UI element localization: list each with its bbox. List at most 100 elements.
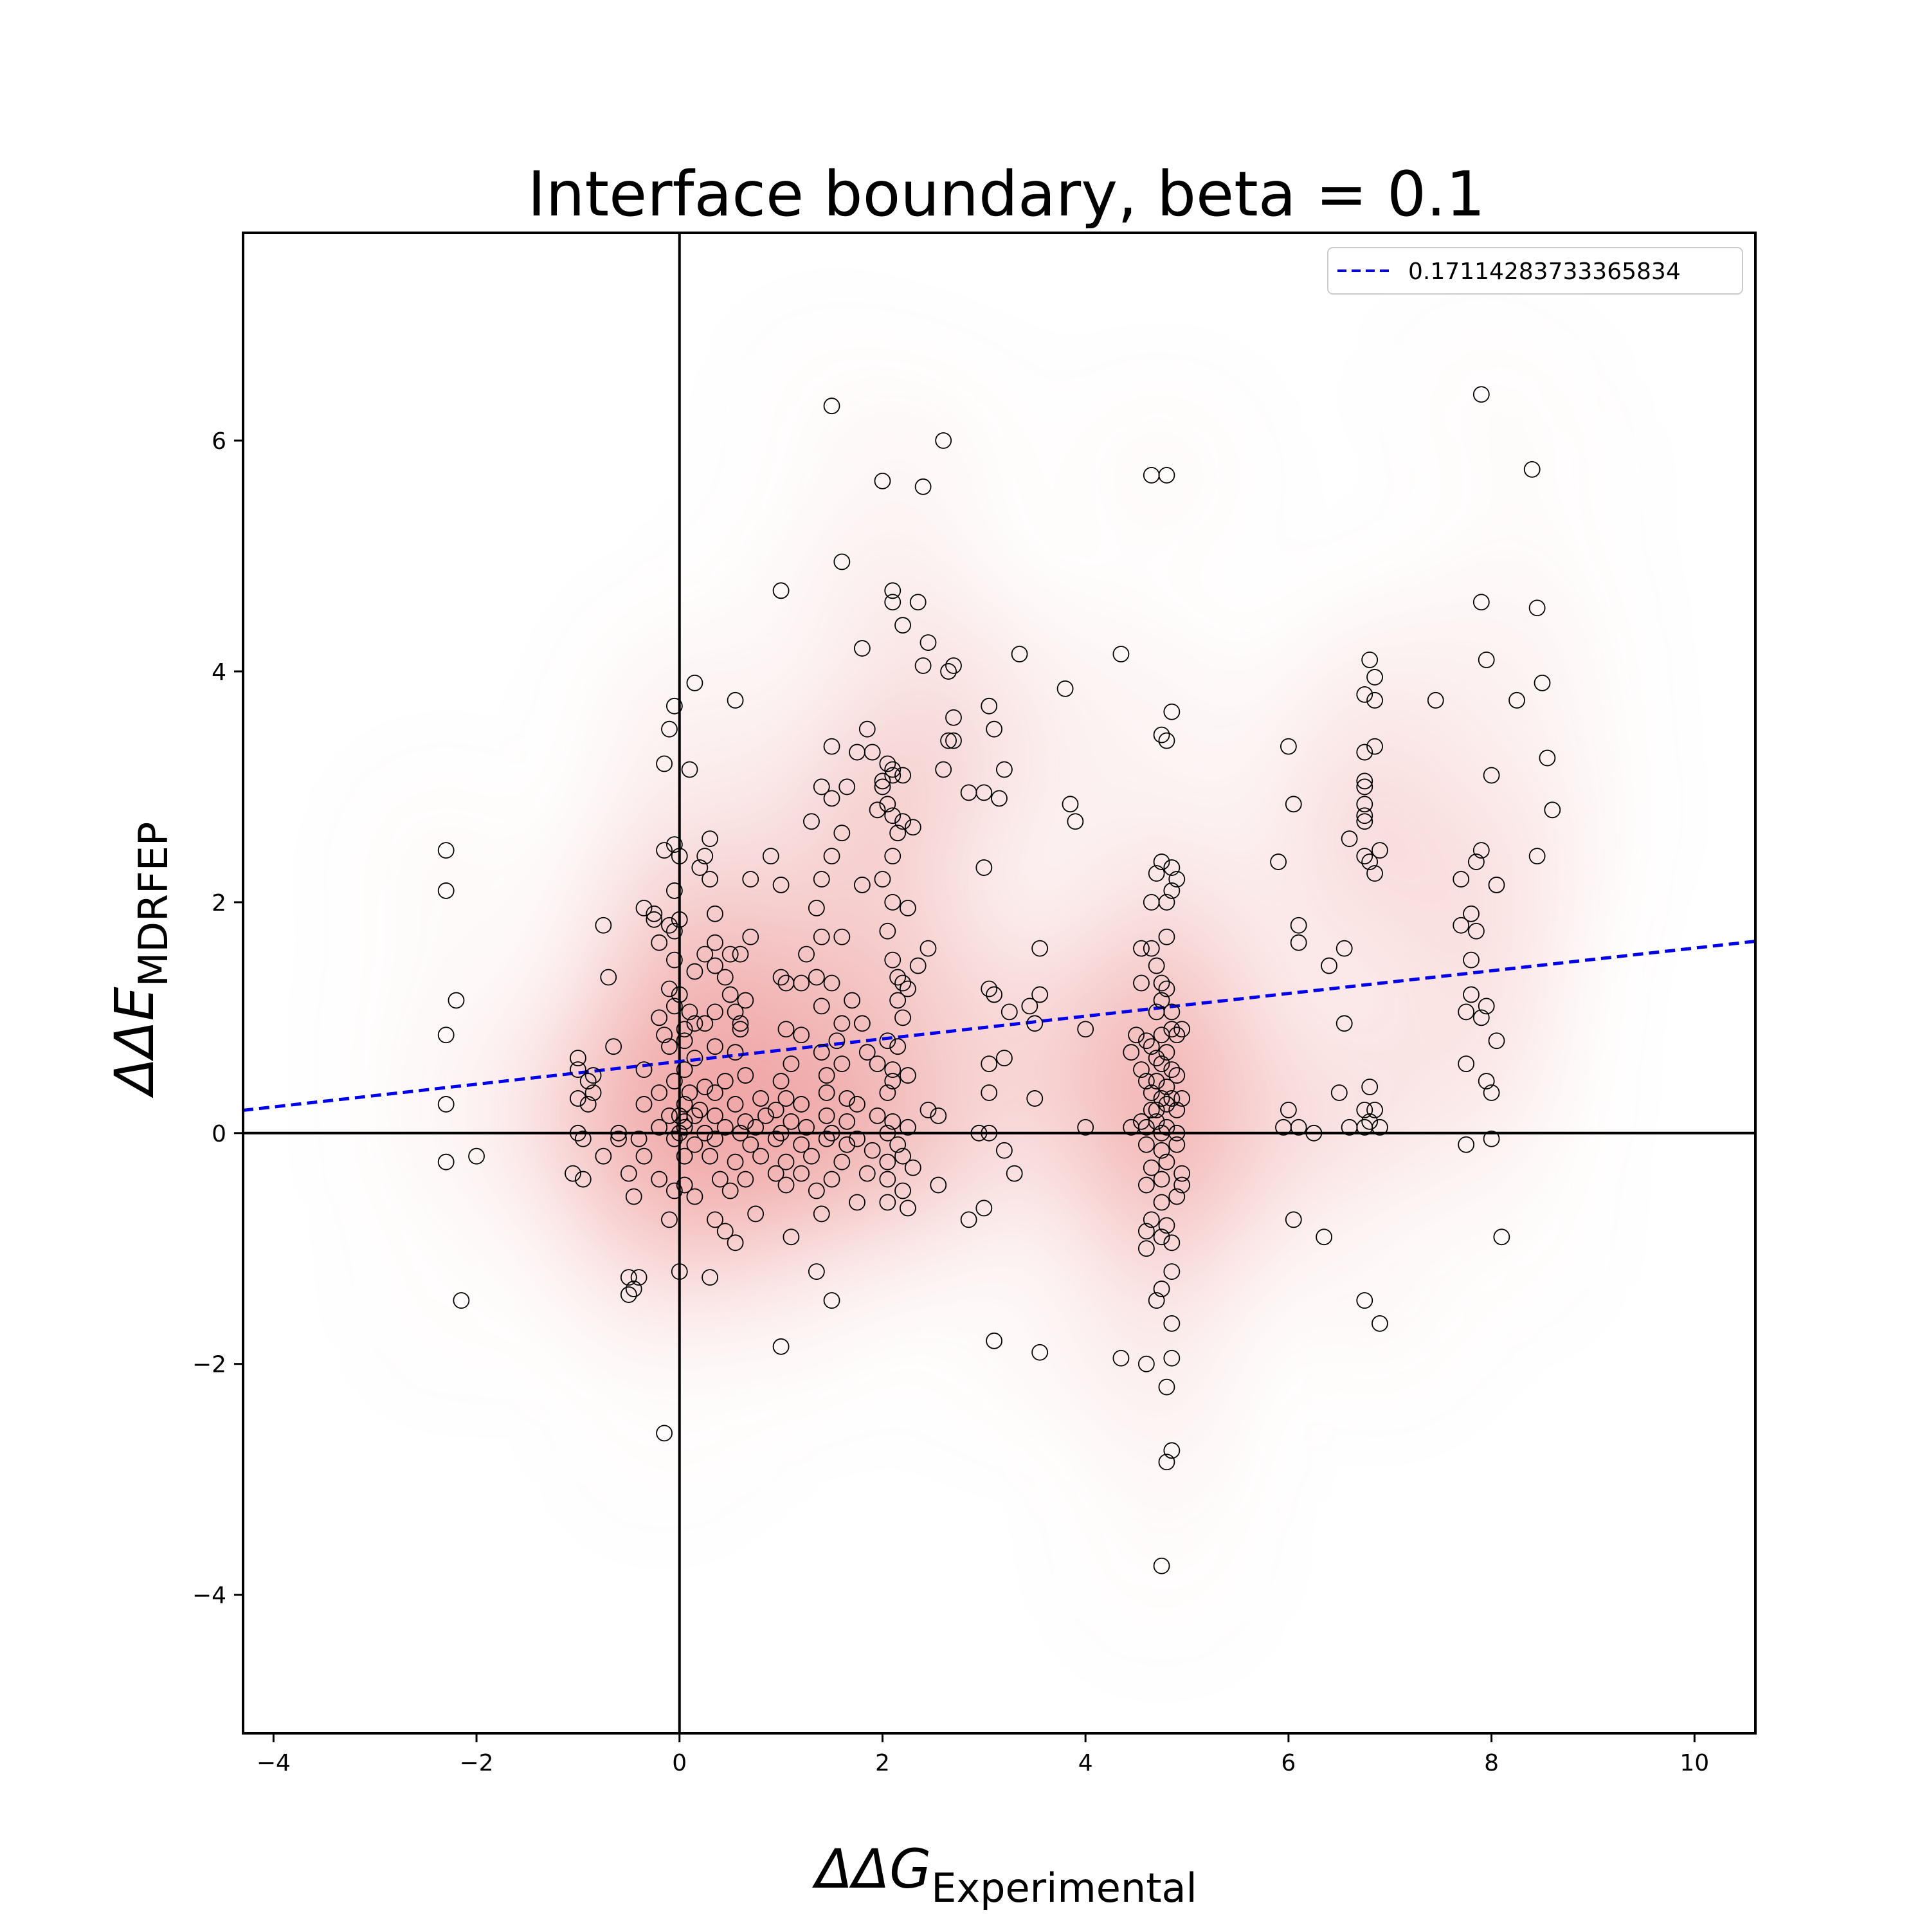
data-point: [808, 969, 825, 986]
data-point: [620, 1286, 637, 1303]
data-point: [991, 790, 1008, 807]
plot-frame: [242, 232, 1757, 1735]
data-point: [1168, 1188, 1186, 1205]
data-point: [1285, 796, 1302, 813]
data-point: [772, 1338, 790, 1355]
data-point: [1472, 1009, 1490, 1026]
data-point: [707, 905, 723, 922]
data-point: [1143, 893, 1160, 911]
data-point: [884, 1073, 901, 1089]
data-point: [1021, 998, 1038, 1015]
data-point: [833, 928, 851, 945]
data-point: [813, 1044, 830, 1061]
data-point: [1336, 1015, 1353, 1032]
data-point: [630, 1130, 648, 1147]
data-point: [635, 1061, 653, 1078]
data-point: [793, 1165, 810, 1182]
data-point: [1356, 1102, 1373, 1118]
x-tick-label: 6: [1281, 1750, 1296, 1776]
data-point: [874, 871, 891, 888]
data-point: [595, 916, 612, 934]
data-point: [676, 1032, 693, 1050]
data-point: [1163, 1442, 1181, 1459]
data-point: [960, 784, 977, 801]
data-point: [1316, 1228, 1333, 1246]
data-point: [914, 478, 932, 495]
data-point: [919, 1102, 937, 1118]
data-point: [803, 813, 820, 830]
data-point: [894, 1182, 911, 1199]
data-point: [823, 1124, 840, 1142]
legend-box: [1327, 247, 1743, 295]
data-point: [864, 1142, 881, 1159]
data-point: [970, 1124, 988, 1142]
data-point: [930, 1176, 947, 1194]
data-point: [1158, 1096, 1175, 1113]
data-point: [686, 675, 703, 691]
data-point: [1163, 859, 1181, 876]
data-point: [940, 732, 957, 749]
data-point: [656, 1425, 673, 1442]
data-point: [1077, 1021, 1094, 1038]
data-point: [1361, 1079, 1379, 1095]
data-point: [879, 1153, 896, 1171]
data-point: [651, 1171, 668, 1188]
data-point: [742, 1136, 759, 1153]
data-point: [995, 761, 1013, 778]
data-point: [1153, 992, 1170, 1009]
data-point: [600, 969, 617, 986]
data-point: [981, 980, 998, 998]
data-point: [661, 916, 678, 934]
data-point: [707, 1107, 723, 1124]
data-point: [1163, 1003, 1181, 1021]
data-point: [1143, 940, 1160, 957]
data-point: [661, 1038, 678, 1055]
data-point: [1483, 767, 1500, 784]
data-point: [635, 1096, 653, 1113]
y-tick-label: 0: [212, 1121, 226, 1147]
data-point: [889, 1136, 907, 1153]
data-point: [574, 1130, 592, 1147]
data-point: [696, 945, 714, 963]
data-point: [584, 1067, 602, 1084]
data-point: [1468, 922, 1485, 940]
fit-line: [243, 940, 1755, 1112]
data-point: [671, 911, 688, 928]
data-point: [661, 980, 678, 998]
data-point: [772, 969, 790, 986]
data-point: [1472, 594, 1490, 611]
data-point: [1031, 986, 1049, 1003]
data-point: [909, 957, 927, 974]
data-point: [1158, 1044, 1175, 1061]
data-point: [1168, 1124, 1186, 1142]
data-point: [1137, 1176, 1155, 1194]
data-point: [570, 1124, 586, 1142]
data-point: [889, 969, 907, 986]
x-axis-label-sub: Experimental: [931, 1864, 1197, 1911]
data-point: [986, 986, 1003, 1003]
data-point: [1356, 813, 1373, 830]
data-point: [1534, 675, 1551, 691]
x-tick-label: 10: [1680, 1750, 1709, 1776]
data-point: [783, 1113, 800, 1130]
data-point: [894, 813, 911, 830]
data-point: [823, 738, 840, 755]
data-point: [858, 1044, 876, 1061]
density-blob: [603, 1372, 726, 1495]
data-point: [671, 848, 688, 864]
data-point: [1280, 1102, 1297, 1118]
data-point: [702, 830, 719, 848]
x-tick-label: −2: [460, 1750, 494, 1776]
data-point: [716, 1223, 734, 1240]
data-point: [945, 732, 962, 749]
data-point: [1173, 1021, 1191, 1038]
data-point: [666, 882, 683, 899]
data-point: [676, 1113, 693, 1130]
data-point: [686, 1188, 703, 1205]
data-point: [635, 1147, 653, 1165]
data-point: [1112, 1349, 1130, 1367]
data-point: [666, 697, 683, 715]
data-point: [823, 848, 840, 864]
data-point: [823, 1292, 840, 1309]
